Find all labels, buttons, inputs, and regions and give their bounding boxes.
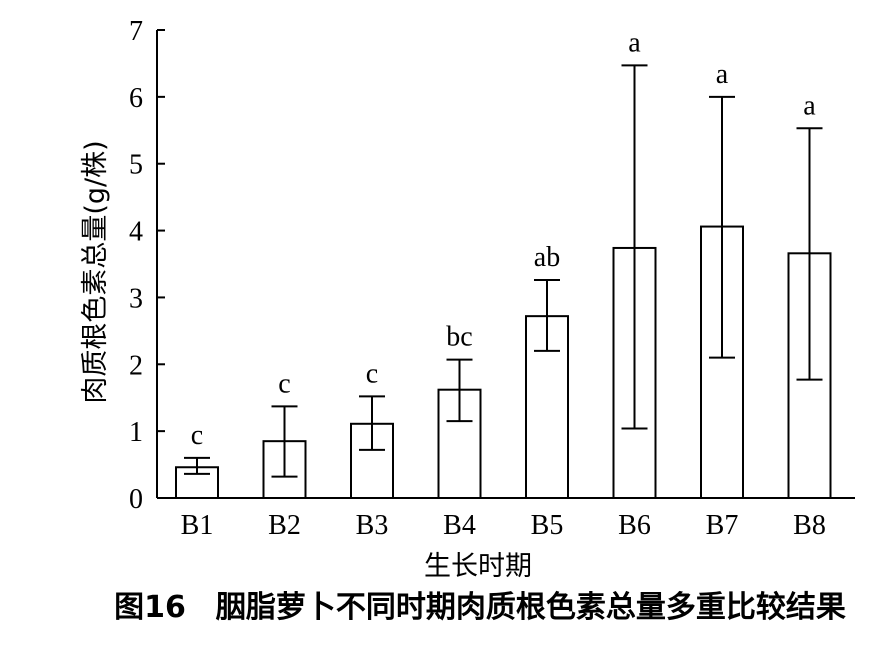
significance-label: c	[366, 358, 378, 389]
tick-labels: 0 1 2 3 4 5 6 7 B1 B2 B3 B4 B5 B6 B7 B8	[129, 16, 826, 541]
y-tick-label: 4	[129, 217, 143, 248]
x-tick-label: B6	[618, 510, 651, 541]
y-axis-label: 肉质根色素总量(g/株)	[80, 140, 111, 403]
x-tick-label: B7	[706, 510, 739, 541]
x-tick-label: B4	[443, 510, 476, 541]
y-tick-label: 5	[129, 150, 143, 181]
x-tick-label: B5	[531, 510, 564, 541]
significance-label: ab	[534, 242, 560, 273]
significance-label: a	[716, 59, 729, 90]
significance-label: a	[803, 90, 816, 121]
error-bars	[184, 64, 823, 478]
significance-label: c	[278, 368, 290, 399]
x-tick-label: B1	[181, 510, 214, 541]
y-tick-label: 6	[129, 83, 143, 114]
x-axis-label: 生长时期	[424, 551, 532, 582]
axes	[156, 29, 855, 499]
y-tick-label: 3	[129, 283, 143, 314]
y-tick-label: 7	[129, 16, 143, 47]
y-tick-label: 1	[129, 417, 143, 448]
x-tick-label: B2	[268, 510, 301, 541]
significance-label: c	[191, 420, 203, 451]
bar	[350, 422, 394, 499]
significance-label: bc	[446, 322, 472, 353]
bars	[175, 225, 832, 500]
y-tick-label: 2	[129, 350, 143, 381]
significance-labels: c c c bc ab a a a	[191, 27, 817, 450]
figure-caption: 图16 胭脂萝卜不同时期肉质根色素总量多重比较结果	[114, 590, 846, 625]
y-tick-label: 0	[129, 484, 143, 515]
x-tick-label: B3	[356, 510, 389, 541]
x-tick-label: B8	[793, 510, 826, 541]
significance-label: a	[628, 27, 641, 58]
